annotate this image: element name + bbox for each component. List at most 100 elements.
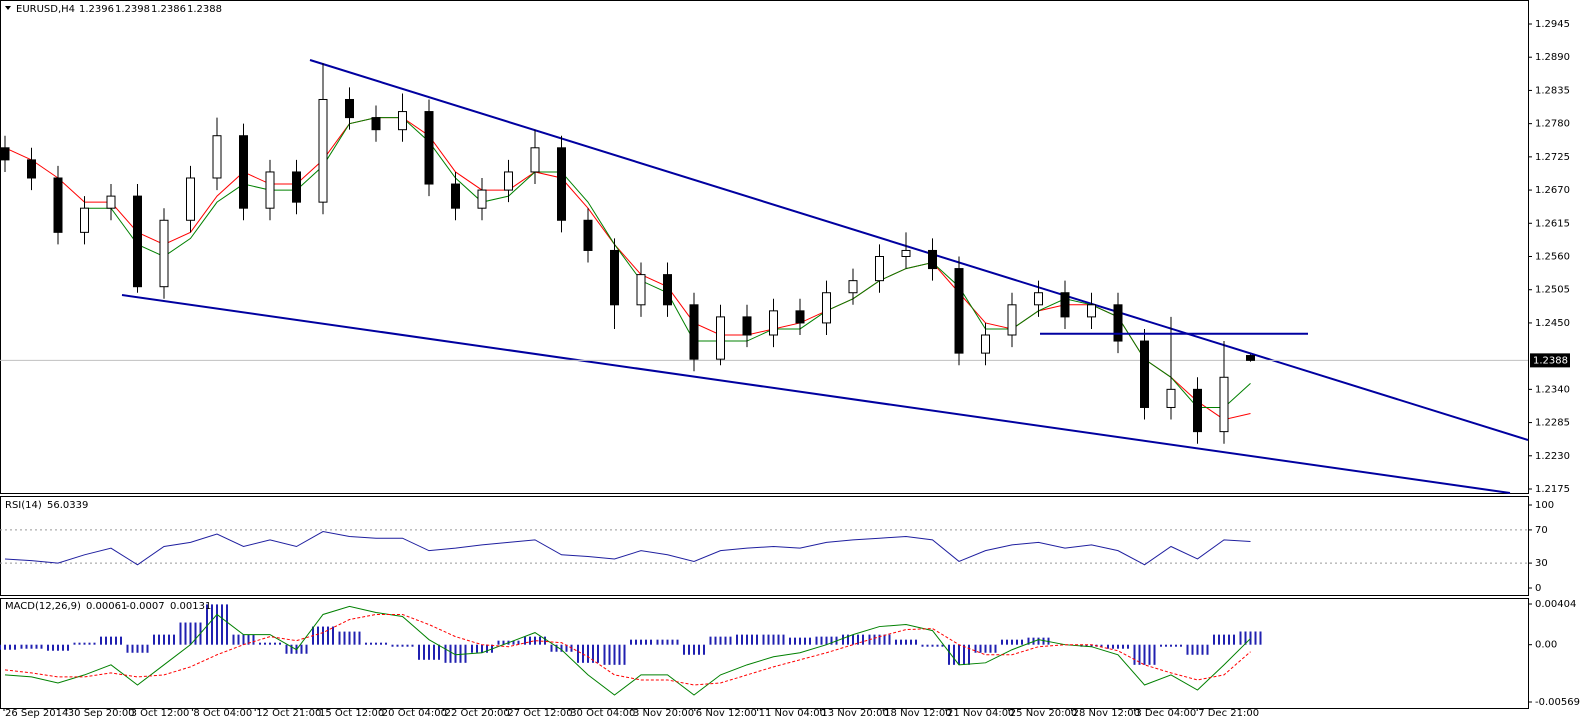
y-tick-label: 1.2945 bbox=[1535, 19, 1570, 30]
close-value: 1.2388 bbox=[187, 4, 222, 15]
x-tick-label: 7 Dec 21:00 bbox=[1198, 708, 1259, 718]
candle-body bbox=[186, 177, 195, 221]
candle-body bbox=[504, 171, 513, 191]
open-value: 1.2396 bbox=[79, 4, 114, 15]
candle-body bbox=[318, 98, 328, 203]
x-tick-label: 6 Nov 12:00 bbox=[696, 708, 757, 718]
x-tick-label: 20 Oct 04:00 bbox=[382, 708, 447, 718]
candle-body bbox=[1193, 388, 1202, 433]
candle-body bbox=[80, 207, 89, 233]
y-tick-label: 1.2505 bbox=[1535, 285, 1570, 296]
candle-body bbox=[451, 183, 460, 209]
candle-body bbox=[530, 147, 540, 173]
x-tick-label: 18 Nov 12:00 bbox=[884, 708, 951, 718]
y-tick-label: 30 bbox=[1535, 558, 1548, 569]
y-tick-label: 1.2175 bbox=[1535, 484, 1570, 495]
candle-body bbox=[0, 147, 10, 161]
candle-body bbox=[1034, 292, 1043, 306]
candle-body bbox=[371, 117, 381, 131]
candle-body bbox=[716, 316, 725, 360]
histogram-value: 0.00131 bbox=[170, 601, 211, 612]
candle-body bbox=[1113, 304, 1123, 342]
candle-body bbox=[875, 256, 884, 282]
symbol: EURUSD,H4 bbox=[16, 4, 75, 15]
x-tick-label: 28 Nov 12:00 bbox=[1073, 708, 1140, 718]
candle-body bbox=[901, 249, 911, 258]
y-tick-label: 0.00404 bbox=[1535, 599, 1576, 610]
candle-body bbox=[1166, 388, 1176, 408]
candle-body bbox=[689, 304, 699, 360]
candle-body bbox=[557, 147, 566, 221]
candle-body bbox=[663, 274, 672, 306]
line bbox=[4, 117, 1251, 421]
x-tick-label: 3 Oct 12:00 bbox=[131, 708, 190, 718]
x-tick-label: 22 Oct 20:00 bbox=[445, 708, 510, 718]
x-tick-label: 15 Oct 12:00 bbox=[319, 708, 384, 718]
candle-body bbox=[106, 195, 116, 209]
upper-trendline bbox=[309, 59, 1529, 441]
candle-body bbox=[292, 171, 301, 203]
candle-body bbox=[1246, 355, 1255, 361]
candle-body bbox=[981, 334, 990, 354]
candle-body bbox=[583, 219, 593, 251]
x-tick-label: 27 Oct 12:00 bbox=[507, 708, 572, 718]
y-tick-label: 1.2285 bbox=[1535, 418, 1570, 429]
candle-body bbox=[398, 111, 407, 131]
candle-body bbox=[53, 177, 63, 233]
macd-value: 0.00061 bbox=[86, 601, 127, 612]
y-tick-label: 1.2340 bbox=[1535, 384, 1570, 395]
signal-value: -0.0007 bbox=[126, 601, 165, 612]
x-tick-label: 21 Nov 04:00 bbox=[947, 708, 1014, 718]
x-tick-label: 8 Oct 04:00 bbox=[193, 708, 252, 718]
price-label: 1.2388 bbox=[1533, 355, 1568, 366]
candle-body bbox=[610, 249, 619, 306]
x-tick-label: 30 Sep 20:00 bbox=[68, 708, 135, 718]
header: EURUSD,H4 1.2396 1.2398 1.2386 1.2388 RS… bbox=[5, 4, 222, 612]
candle-body bbox=[477, 189, 487, 209]
rsi-title: RSI(14) bbox=[5, 500, 42, 511]
y-tick-label: 1.2560 bbox=[1535, 252, 1570, 263]
x-tick-label: 12 Oct 21:00 bbox=[256, 708, 321, 718]
rsi-value: 56.0339 bbox=[47, 500, 88, 511]
x-tick-label: 3 Nov 20:00 bbox=[633, 708, 694, 718]
y-tick-label: 1.2615 bbox=[1535, 218, 1570, 229]
candle-body bbox=[159, 219, 169, 288]
line bbox=[4, 531, 1251, 566]
y-tick-label: 1.2780 bbox=[1535, 119, 1570, 130]
candle-body bbox=[133, 195, 142, 288]
candle-body bbox=[1007, 304, 1017, 336]
candle-body bbox=[954, 268, 964, 354]
y-tick-label: 1.2450 bbox=[1535, 318, 1570, 329]
x-tick-label: 25 Nov 20:00 bbox=[1010, 708, 1077, 718]
candle-body bbox=[1219, 376, 1229, 433]
candle-body bbox=[1060, 292, 1070, 318]
candle-body bbox=[345, 98, 354, 119]
y-tick-label: 1.2835 bbox=[1535, 85, 1570, 96]
y-tick-label: 1.2230 bbox=[1535, 451, 1570, 462]
candle-body bbox=[424, 111, 434, 185]
candle-body bbox=[795, 310, 805, 324]
price-label-box bbox=[1530, 353, 1570, 368]
high-value: 1.2398 bbox=[115, 4, 150, 15]
y-tick-label: 0 bbox=[1535, 583, 1541, 594]
candle-body bbox=[822, 292, 831, 324]
candle-body bbox=[265, 171, 275, 209]
candle-body bbox=[239, 135, 248, 209]
y-tick-label: 100 bbox=[1535, 500, 1554, 511]
rsi-panel bbox=[0, 496, 1529, 596]
y-tick-label: 70 bbox=[1535, 525, 1548, 536]
y-tick-label: -0.00569 bbox=[1535, 697, 1580, 708]
line bbox=[4, 613, 1251, 686]
candle-body bbox=[212, 135, 222, 179]
candle-body bbox=[742, 316, 752, 336]
y-tick-label: 1.2890 bbox=[1535, 52, 1570, 63]
y-tick-label: 0.00 bbox=[1535, 640, 1557, 651]
candle-body bbox=[848, 280, 858, 294]
candle-body bbox=[27, 159, 36, 179]
x-tick-label: 3 Dec 04:00 bbox=[1135, 708, 1196, 718]
x-tick-label: 13 Nov 20:00 bbox=[821, 708, 888, 718]
line bbox=[4, 605, 1251, 696]
candle-body bbox=[1087, 304, 1096, 318]
macd-title: MACD(12,26,9) bbox=[5, 601, 81, 612]
price-panel bbox=[0, 0, 1529, 494]
